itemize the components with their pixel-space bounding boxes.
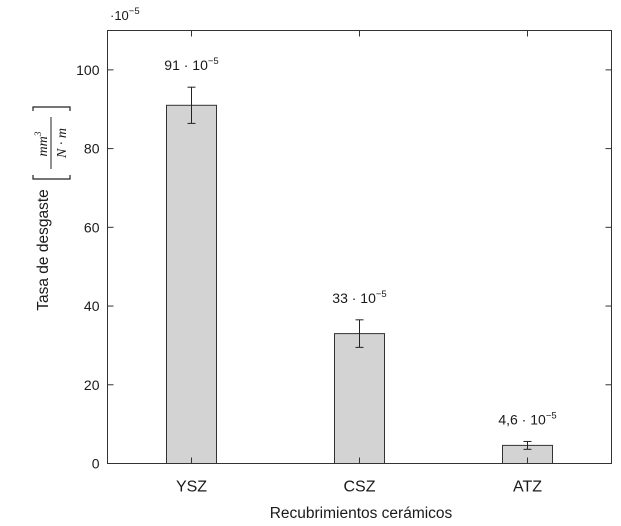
bar-csz [334,333,385,464]
y-axis-title: Tasa de desgaste [35,189,52,311]
unit-denominator: N · m [55,128,70,159]
data-label-ysz: 91 · 10−5 [164,56,218,73]
bar-ysz [166,104,217,464]
error-bar-ysz [187,86,196,124]
y-axis-multiplier: ·10−5 [110,6,140,23]
x-axis-ticks: YSZ CSZ ATZ [176,30,542,496]
error-bar-atz [523,440,532,450]
y-tick-label: 80 [84,141,100,157]
y-tick-label: 20 [84,377,100,393]
unit-left-bracket [32,175,71,180]
unit-right-bracket [32,106,71,111]
data-label-csz: 33 · 10−5 [332,289,386,306]
x-axis-title: Recubrimientos cerámicos [270,505,453,522]
y-tick-label: 40 [84,298,100,314]
y-tick-label: 0 [92,456,100,472]
bars-group: 91 · 10−5 33 · 10−5 4,6 · 10−5 [164,56,557,465]
y-tick-label: 100 [76,62,100,78]
error-bar-csz [355,319,364,348]
x-tick-label-csz: CSZ [344,479,376,496]
x-tick-label-ysz: YSZ [176,479,207,496]
unit-numerator: mm3 [34,131,51,156]
y-axis-ticks: 0 20 40 60 80 100 [76,62,612,472]
y-axis-title-group: Tasa de desgaste mm3 N · m [32,106,71,311]
data-label-atz: 4,6 · 10−5 [498,410,556,427]
x-tick-label-atz: ATZ [513,479,542,496]
y-tick-label: 60 [84,219,100,235]
